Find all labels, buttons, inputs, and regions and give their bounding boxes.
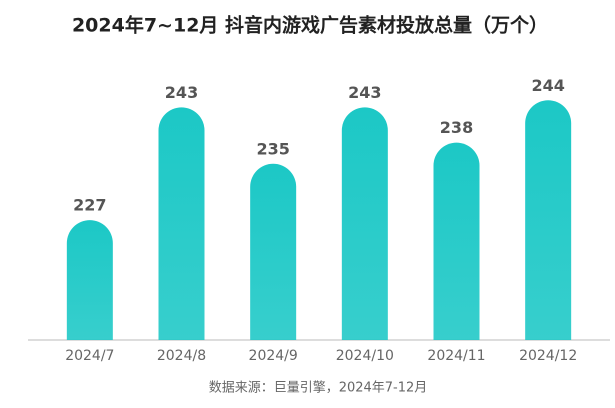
value-label: 243 [348, 83, 381, 102]
x-tick-label: 2024/8 [157, 348, 206, 364]
bar [525, 100, 572, 340]
value-label: 238 [440, 118, 473, 137]
x-tick-label: 2024/10 [336, 348, 394, 364]
value-label: 244 [531, 76, 564, 95]
x-tick-label: 2024/12 [519, 348, 577, 364]
source-note: 数据来源：巨量引擎，2024年7-12月 [209, 381, 428, 396]
bar [158, 107, 205, 341]
value-label: 227 [73, 196, 106, 215]
chart-title: 2024年7~12月 抖音内游戏广告素材投放总量（万个） [72, 14, 548, 37]
value-label: 243 [165, 83, 198, 102]
bar [66, 220, 113, 340]
x-tick-label: 2024/9 [249, 348, 298, 364]
x-tick-label: 2024/7 [65, 348, 114, 364]
bar [341, 107, 388, 341]
value-label: 235 [256, 139, 289, 158]
x-tick-label: 2024/11 [427, 348, 485, 364]
bar [250, 163, 297, 340]
bar [433, 142, 480, 340]
